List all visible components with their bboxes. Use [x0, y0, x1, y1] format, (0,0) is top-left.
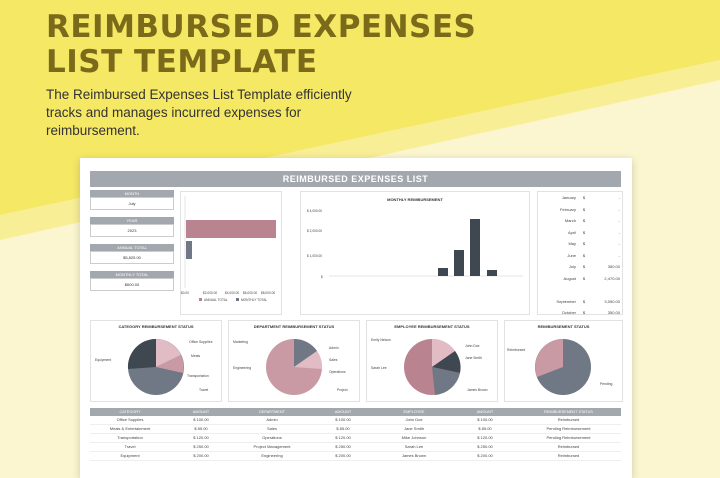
monthly-reimbursement-chart: MONTHLY REIMBURSEMENT $ 4,000.00 $ 2,000… [300, 191, 530, 315]
pie-title: EMPLOYEE REIMBURSEMENT STATUS [394, 324, 470, 329]
month-row: September $3,050.00 [556, 298, 620, 304]
table-row: Travel $ 250.00 Project Management $ 250.00… [90, 443, 621, 452]
table-row: Equipment $ 200.00 Engineering $ 200.00 Jame… [90, 452, 621, 461]
table-row: Office Supplies $ 100.00 Admin $ 100.00 John… [90, 416, 621, 425]
field-label: MONTHLY TOTAL [90, 271, 174, 278]
table-row: Meals & Entertainment $ 85.00 Sales $ 85.00… [90, 425, 621, 434]
svg-text:Reimbursed: Reimbursed [507, 348, 525, 352]
field-label: YEAR [90, 217, 174, 224]
legend-annual: ANNUAL TOTAL [204, 298, 228, 302]
field-label: MONTH [90, 190, 174, 197]
bar-july [438, 268, 448, 276]
pie-title: DEPARTMENT REIMBURSEMENT STATUS [253, 324, 335, 329]
y-tick: $ 4,000.00 [307, 209, 322, 213]
svg-text:Project: Project [337, 388, 348, 392]
bar-tick: $6,000.00 [243, 291, 257, 295]
field-value: $5,825.00 [90, 251, 174, 264]
bar-tick: $2,000.00 [203, 291, 217, 295]
svg-text:John Doe: John Doe [465, 344, 480, 348]
bar-tick: $0.00 [181, 291, 189, 295]
page-title: REIMBURSED EXPENSES [46, 9, 477, 45]
pie-title: CATEGORY REIMBURSEMENT STATUS [118, 324, 194, 329]
page-description: The Reimbursed Expenses List Template ef… [46, 87, 352, 138]
month-row: July $350.00 [568, 264, 620, 269]
field-annual-total: ANNUAL TOTAL $5,825.00 [90, 244, 174, 264]
field-label: ANNUAL TOTAL [90, 244, 174, 251]
field-year: YEAR 2023 [90, 217, 174, 237]
hero: REIMBURSED EXPENSES LIST TEMPLATE The Re… [46, 10, 566, 140]
svg-text:Marketing: Marketing [233, 340, 248, 344]
legend-monthly: MONTHLY TOTAL [241, 298, 267, 302]
svg-text:Engineering: Engineering [233, 366, 251, 370]
expenses-table: CATEGORY AMOUNT DEPARTMENT AMOUNT EMPLOY… [90, 408, 621, 478]
field-monthly-total: MONTHLY TOTAL $600.00 [90, 271, 174, 291]
month-row: October $350.00 [561, 310, 620, 315]
bar-august [454, 250, 464, 276]
page-title-line2: LIST TEMPLATE [46, 44, 318, 80]
template-sheet-preview: REIMBURSED EXPENSES LIST MONTH July YEAR… [80, 158, 632, 478]
month-row: August $2,470.00 [563, 275, 620, 281]
monthly-values-table: January $ - February $ - March $ - April $ - May… [537, 191, 623, 315]
pie-category-svg: Office Supplies Meals Transportation Tra… [95, 338, 213, 395]
monthly-total-bar [186, 241, 192, 259]
svg-text:Equipment: Equipment [95, 358, 111, 362]
bar-september [470, 219, 480, 276]
bar-tick: $8,000.00 [261, 291, 275, 295]
svg-text:Emily Nelson: Emily Nelson [371, 338, 391, 342]
svg-text:Pending: Pending [600, 382, 613, 386]
pie-department: DEPARTMENT REIMBURSEMENT STATUS Marketin… [228, 320, 360, 402]
month-row: March $ - [564, 218, 620, 223]
month-row: April $ - [567, 229, 620, 235]
table-row: Transportation $ 120.00 Operations $ 120.00… [90, 434, 621, 443]
pie-status: REIMBURSEMENT STATUS Reimbursed Pending [504, 320, 623, 402]
pie-department-svg: Marketing Admin Sales Operations Enginee… [233, 339, 348, 395]
svg-text:Admin: Admin [329, 346, 339, 350]
total-bar-chart: $0.00 $2,000.00 $4,000.00 $6,000.00 $8,0… [180, 191, 282, 315]
svg-text:Travel: Travel [199, 388, 209, 392]
svg-text:Sales: Sales [329, 358, 338, 362]
svg-text:Meals: Meals [191, 354, 200, 358]
svg-text:Office Supplies: Office Supplies [189, 340, 213, 344]
y-tick: $ 2,000.00 [307, 229, 322, 233]
total-bar-chart-svg: $0.00 $2,000.00 $4,000.00 $6,000.00 $8,0… [181, 196, 276, 302]
bar-october [487, 270, 497, 276]
monthly-chart-title: MONTHLY REIMBURSEMENT [387, 197, 443, 202]
month-row: February $ - [559, 206, 620, 212]
pie-title: REIMBURSEMENT STATUS [537, 324, 590, 329]
field-value: July [90, 197, 174, 210]
table-header: CATEGORY AMOUNT DEPARTMENT AMOUNT EMPLOY… [90, 408, 621, 416]
svg-text:Jane Smith: Jane Smith [465, 356, 482, 360]
summary-fields: MONTH July YEAR 2023 ANNUAL TOTAL $5,825… [90, 190, 174, 298]
month-row: January $ - [561, 195, 620, 200]
field-month: MONTH July [90, 190, 174, 210]
y-tick: $ [321, 275, 323, 279]
field-value: $600.00 [90, 278, 174, 291]
month-row: June $ - [567, 252, 620, 258]
pie-category: CATEGORY REIMBURSEMENT STATUS Office Sup… [90, 320, 222, 402]
field-value: 2023 [90, 224, 174, 237]
svg-text:Operations: Operations [329, 370, 346, 374]
sheet-banner: REIMBURSED EXPENSES LIST [90, 171, 621, 187]
y-tick: $ 1,000.00 [307, 254, 322, 258]
month-row [538, 284, 622, 296]
monthly-chart-svg: MONTHLY REIMBURSEMENT $ 4,000.00 $ 2,000… [307, 197, 523, 279]
pie-employee-svg: Emily Nelson John Doe Jane Smith Sarah L… [371, 338, 488, 395]
pie-status-svg: Reimbursed Pending [507, 339, 613, 395]
month-row: May $ - [568, 241, 620, 246]
svg-text:Sarah Lee: Sarah Lee [371, 366, 387, 370]
svg-text:James Brown: James Brown [467, 388, 488, 392]
pie-employee: EMPLOYEE REIMBURSEMENT STATUS Emily Nels… [366, 320, 498, 402]
bar-tick: $4,000.00 [225, 291, 239, 295]
svg-text:Transportation: Transportation [187, 374, 209, 378]
annual-total-bar [186, 220, 276, 238]
